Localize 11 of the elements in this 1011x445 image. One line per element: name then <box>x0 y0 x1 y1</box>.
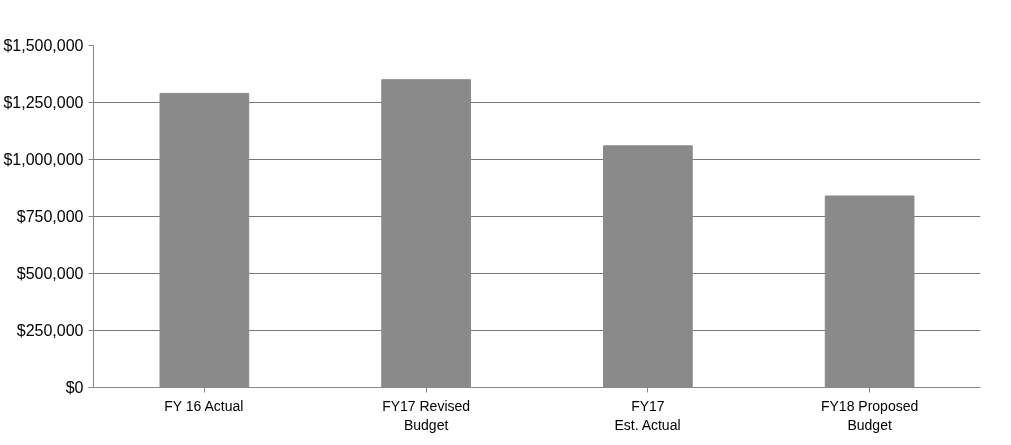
y-tick-label: $0 <box>65 379 84 396</box>
y-tick-label: $1,000,000 <box>3 151 84 168</box>
y-tick-label: $500,000 <box>16 265 84 282</box>
y-tick-label: $250,000 <box>16 322 84 339</box>
y-tick-label: $750,000 <box>16 208 84 225</box>
y-tick-label: $1,250,000 <box>3 94 84 111</box>
x-tick-label: FY17 Est. Actual <box>614 397 681 433</box>
y-tick-label: $1,500,000 <box>3 37 84 54</box>
x-tick-label: FY17 Revised Budget <box>382 397 471 433</box>
x-tick-label: FY 16 Actual <box>164 397 244 414</box>
x-tick-label: FY18 Proposed Budget <box>820 397 919 433</box>
